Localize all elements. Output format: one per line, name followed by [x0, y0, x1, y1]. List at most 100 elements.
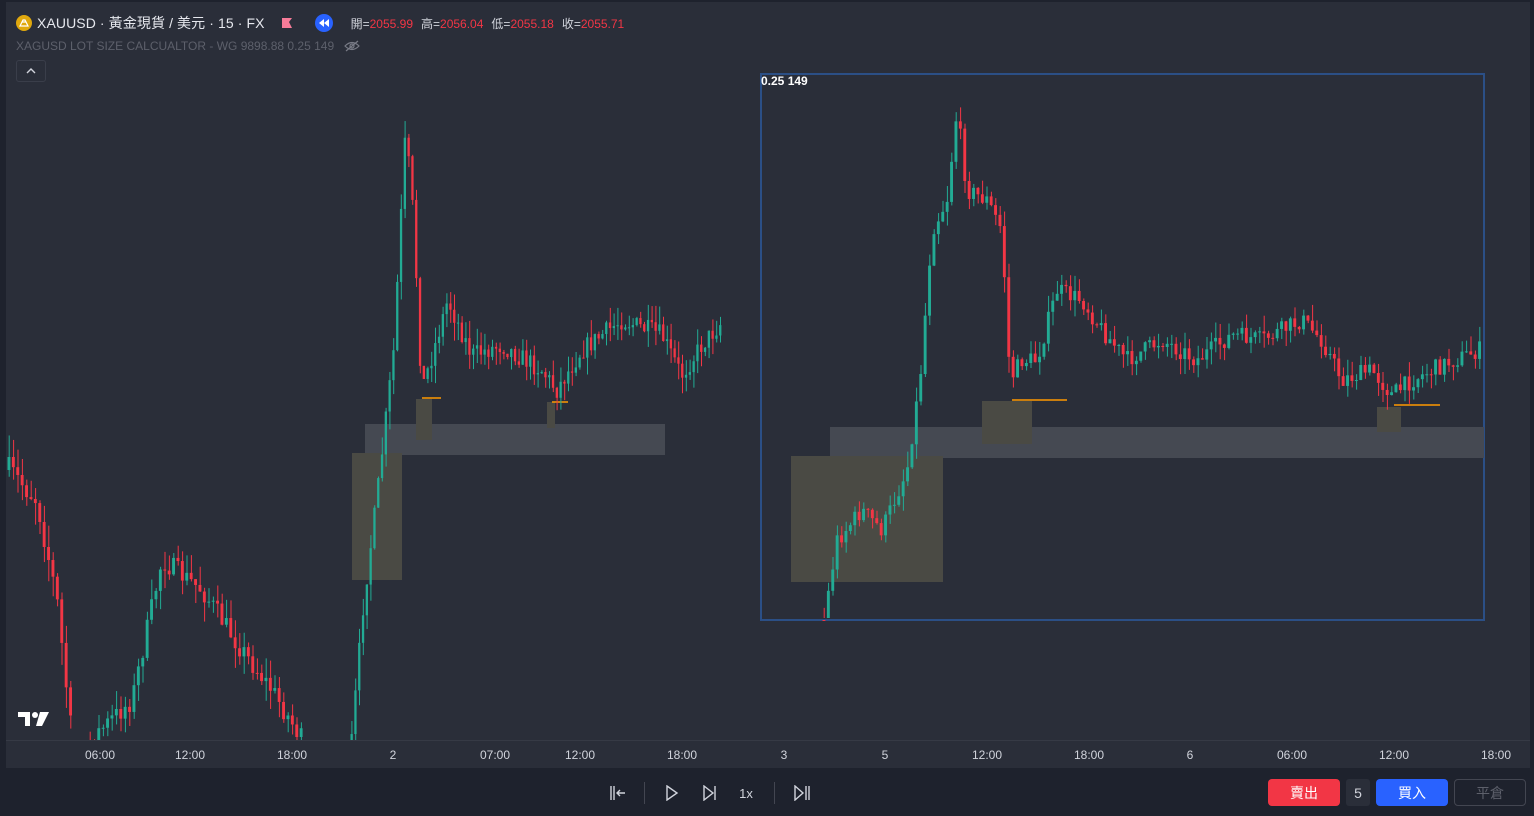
time-axis[interactable]: 06:00 12:00 18:00 2 07:00 12:00 18:00 3 … [6, 740, 1530, 769]
candle-body [299, 728, 303, 737]
candle-body [567, 371, 570, 384]
candle-body [910, 444, 914, 468]
candle-body [483, 349, 486, 355]
candle-body [1007, 277, 1011, 357]
candle-body [826, 590, 830, 618]
replay-rewind-icon[interactable] [314, 14, 333, 32]
candle-body [224, 618, 228, 625]
separator [644, 782, 645, 804]
candle-body [415, 199, 418, 279]
step-forward-button[interactable] [698, 782, 722, 804]
candle-body [207, 601, 211, 603]
candle-body [69, 687, 72, 716]
candle-body [831, 569, 835, 591]
replay-speed[interactable]: 1x [739, 785, 753, 801]
candle-body [189, 572, 193, 580]
eye-crossed-icon[interactable] [344, 40, 360, 52]
candle-body [220, 603, 224, 625]
candle-body [1227, 334, 1231, 348]
candle-body [853, 511, 857, 526]
candle-body [1447, 358, 1451, 366]
candle-body [870, 509, 874, 519]
candle-body [422, 365, 425, 379]
high-value: 2056.04 [440, 16, 484, 31]
candle-body [635, 318, 638, 326]
flag-icon[interactable] [281, 17, 293, 29]
candle-body [1196, 358, 1200, 366]
candle-body [185, 572, 189, 581]
candle-body [857, 511, 861, 521]
candle-body [1143, 342, 1147, 352]
candle-body [1244, 327, 1248, 343]
candle-body [521, 350, 524, 365]
candle-body [475, 345, 479, 349]
candle-body [51, 560, 55, 577]
candle-body [47, 547, 50, 561]
candle-body [1178, 354, 1182, 360]
quantity-field[interactable]: 5 [1346, 779, 1370, 806]
collapse-legend-button[interactable] [16, 60, 46, 82]
candle-body [377, 478, 380, 508]
close-position-button[interactable]: 平倉 [1454, 779, 1526, 806]
candle-body [396, 281, 399, 351]
candle-body [229, 618, 233, 638]
candle-body [1077, 290, 1081, 302]
candle-body [1152, 340, 1156, 348]
candle-body [290, 715, 294, 725]
candle-body [25, 485, 28, 498]
candle-body [1249, 337, 1253, 343]
candle-body [411, 156, 414, 200]
zone-small [547, 402, 555, 428]
jump-to-realtime-button[interactable] [790, 782, 814, 804]
gold-coin-icon[interactable] [16, 15, 32, 31]
candle-body [1024, 362, 1028, 367]
jump-to-bar-button[interactable] [606, 782, 630, 804]
candle-body [260, 672, 263, 682]
time-tick: 07:00 [479, 748, 511, 762]
buy-button[interactable]: 買入 [1376, 779, 1448, 806]
indicator-legend[interactable]: XAGUSD LOT SIZE CALCUALTOR - WG 9898.88 … [16, 39, 360, 53]
zone-band [365, 424, 665, 455]
demand-zone [352, 453, 402, 580]
candle-body [198, 584, 202, 592]
candle-body [624, 327, 627, 330]
candle-body [494, 346, 498, 349]
candle-body [358, 642, 361, 691]
candle-body [989, 196, 993, 206]
candle-body [1434, 359, 1437, 375]
play-button[interactable] [660, 782, 684, 804]
tradingview-logo-icon[interactable] [18, 710, 50, 728]
candle-body [277, 688, 281, 702]
candle-body [866, 508, 870, 510]
candle-body [1306, 315, 1310, 321]
time-tick: 12:00 [1378, 748, 1410, 762]
candle-body [1376, 373, 1380, 383]
window-frame-left [0, 0, 6, 816]
candle-body [101, 727, 105, 729]
candle-body [106, 718, 109, 728]
symbol-title[interactable]: XAUUSD · 黃金現貨 / 美元 · 15 · FX [37, 15, 265, 31]
price-chart[interactable]: 0.25 149 [0, 0, 1534, 740]
candle-body [551, 375, 555, 388]
candle-body [1148, 340, 1151, 343]
candle-body [487, 349, 490, 357]
candle-body [1394, 384, 1398, 393]
candle-body [1350, 375, 1354, 381]
candle-body [1407, 376, 1411, 391]
candle-body [1130, 351, 1134, 365]
candle-body [1478, 341, 1481, 359]
candle-body [1200, 358, 1204, 360]
candle-body [110, 715, 114, 719]
candle-body [1240, 327, 1244, 334]
candle-body [1104, 323, 1107, 344]
candle-body [264, 677, 268, 682]
candle-body [605, 322, 608, 335]
sell-button[interactable]: 賣出 [1268, 779, 1340, 806]
candle-body [1068, 286, 1072, 301]
candle-body [1214, 337, 1217, 342]
candle-body [255, 672, 259, 674]
window-frame-right [1530, 0, 1534, 816]
step-forward-icon [703, 785, 716, 801]
candle-body [1341, 376, 1345, 386]
candle-body [1108, 339, 1112, 344]
